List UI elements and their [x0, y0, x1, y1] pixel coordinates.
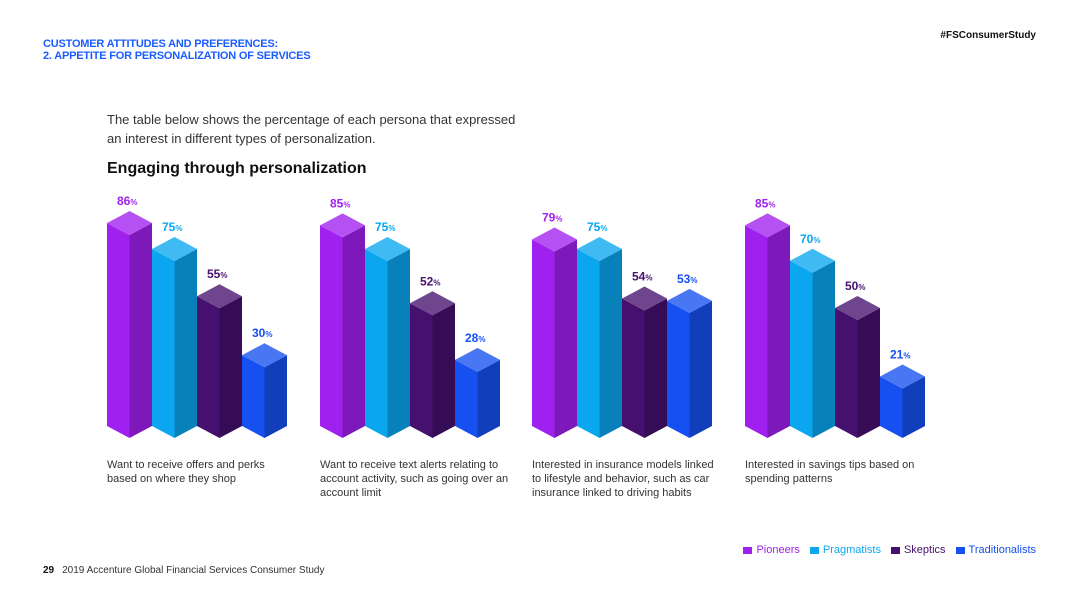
bar-skeptics-1 [197, 284, 242, 438]
category-label-2: Want to receive text alerts relating to … [320, 459, 509, 499]
category-label-4: Interested in savings tips based on spen… [745, 459, 915, 485]
bar-skeptics-2 [410, 291, 455, 438]
bar-pragmatists-1 [152, 237, 197, 438]
header-title: CUSTOMER ATTITUDES AND PREFERENCES: 2. A… [43, 38, 311, 62]
footer-text: 2019 Accenture Global Financial Services… [62, 565, 325, 576]
bar-chart: 86% 75% 55% 30% 85% 75% 52% 28% 79% 75% 54% 53% 85% 7… [107, 194, 925, 438]
bar-traditionalists-3 [667, 288, 712, 438]
legend-swatch [890, 546, 900, 554]
legend-label: Pioneers [756, 544, 800, 556]
value-label: 75% [587, 220, 607, 234]
bar-pragmatists-4 [790, 248, 835, 438]
legend-swatch [743, 546, 753, 554]
category-label-3: Interested in insurance models linked to… [532, 459, 714, 499]
value-label: 54% [632, 270, 652, 284]
legend-item-pioneers: Pioneers [743, 544, 800, 556]
value-label: 70% [800, 232, 820, 246]
chart-title: Engaging through personalization [107, 160, 367, 177]
value-label: 85% [330, 196, 350, 210]
value-label: 79% [542, 211, 562, 225]
bar-skeptics-4 [835, 296, 880, 438]
value-label: 85% [755, 196, 775, 210]
value-label: 55% [207, 267, 227, 281]
category-label-1: Want to receive offers and perks based o… [107, 459, 265, 485]
value-label: 75% [162, 220, 182, 234]
value-label: 30% [252, 326, 272, 340]
hashtag: #FSConsumerStudy [940, 30, 1036, 41]
value-label: 75% [375, 220, 395, 234]
value-label: 28% [465, 331, 485, 345]
legend-swatch [809, 546, 819, 554]
legend-label: Pragmatists [822, 544, 881, 556]
bar-skeptics-3 [622, 286, 667, 438]
page-number: 29 [43, 565, 55, 576]
legend-item-skeptics: Skeptics [890, 544, 946, 556]
legend: Pioneers Pragmatists Skeptics Traditionalis… [743, 544, 1036, 556]
bar-pioneers-1 [107, 211, 152, 438]
legend-label: Skeptics [903, 544, 946, 556]
bar-pioneers-4 [745, 213, 790, 438]
bar-traditionalists-4 [880, 364, 925, 438]
bar-traditionalists-2 [455, 347, 500, 438]
legend-item-pragmatists: Pragmatists [809, 544, 881, 556]
value-label: 53% [677, 272, 697, 286]
legend-label: Traditionalists [968, 544, 1036, 556]
header-title-line2: 2. APPETITE FOR PERSONALIZATION OF SERVI… [43, 50, 311, 62]
value-label: 21% [890, 347, 910, 361]
bar-pioneers-2 [320, 213, 365, 438]
header-title-line1: CUSTOMER ATTITUDES AND PREFERENCES: [43, 38, 279, 50]
bar-pioneers-3 [532, 227, 577, 438]
value-label: 52% [420, 274, 440, 288]
value-label: 50% [845, 279, 865, 293]
bar-pragmatists-2 [365, 237, 410, 438]
legend-swatch [955, 546, 965, 554]
value-label: 86% [117, 194, 137, 208]
bar-traditionalists-1 [242, 343, 287, 438]
footer: 29 2019 Accenture Global Financial Servic… [43, 565, 324, 576]
intro-text: The table below shows the percentage of … [107, 112, 516, 146]
bar-pragmatists-3 [577, 237, 622, 438]
legend-item-traditionalists: Traditionalists [955, 544, 1036, 556]
